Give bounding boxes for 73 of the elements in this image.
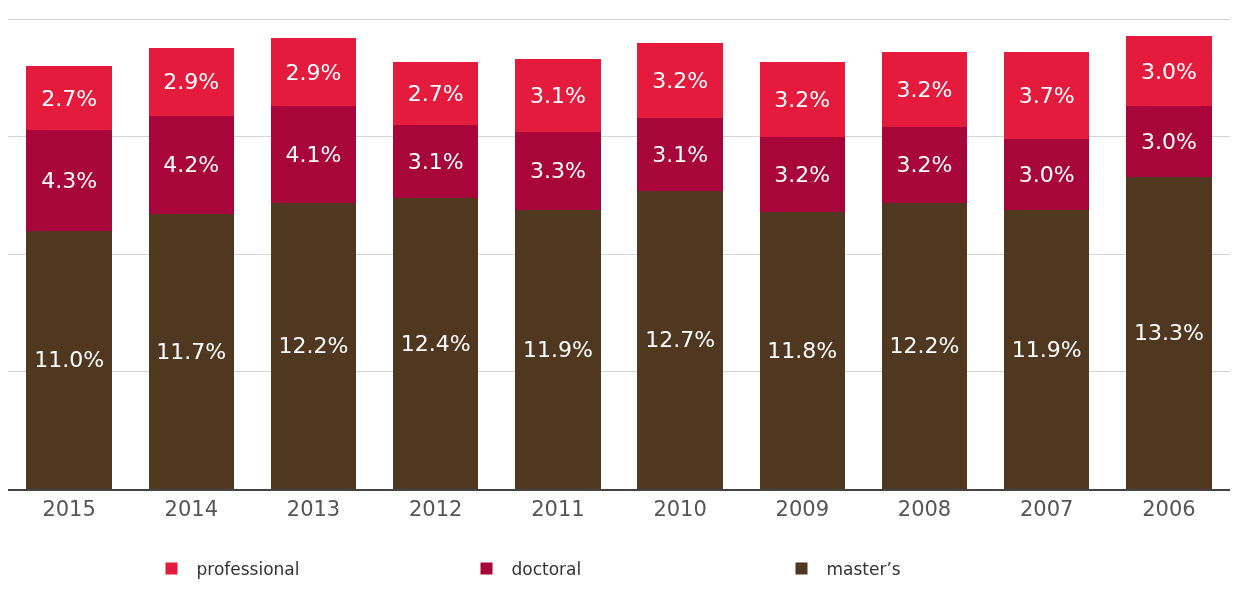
- x-tick-label: 2006: [1142, 496, 1196, 521]
- bar: [270, 202, 357, 489]
- bar: [392, 197, 479, 489]
- data-label: 3.0%: [1140, 129, 1197, 155]
- bar: [1003, 139, 1090, 210]
- data-label: 3.2%: [774, 161, 831, 187]
- bar: [392, 61, 479, 126]
- x-tick-label: 2008: [897, 496, 952, 521]
- bar: [1126, 35, 1212, 107]
- data-label: 3.2%: [896, 152, 953, 178]
- data-label: 3.1%: [652, 141, 709, 167]
- x-tick-label: 2007: [1019, 496, 1074, 521]
- legend-label: doctoral: [511, 559, 582, 580]
- data-label: 4.3%: [41, 167, 98, 193]
- bar: [515, 132, 601, 210]
- x-tick-label: 2011: [531, 496, 585, 521]
- data-label: 11.7%: [156, 339, 227, 365]
- bar: [148, 214, 235, 489]
- bar: [759, 136, 846, 212]
- data-label: 3.2%: [774, 86, 831, 112]
- bar: [1003, 52, 1090, 140]
- data-label: 3.7%: [1018, 83, 1075, 109]
- data-label: 11.8%: [767, 337, 838, 363]
- x-tick-label: 2009: [775, 496, 830, 521]
- data-label: 12.4%: [400, 330, 471, 356]
- data-label: 3.2%: [652, 67, 709, 93]
- x-tick-label: 2014: [164, 496, 219, 521]
- bar: [1003, 209, 1090, 489]
- data-label: 11.0%: [34, 347, 105, 373]
- data-label: 11.9%: [522, 336, 593, 362]
- data-label: 3.1%: [529, 83, 586, 109]
- bar: [881, 127, 968, 203]
- bar: [1126, 176, 1212, 489]
- legend-label: professional: [196, 559, 300, 580]
- x-tick-label: 2013: [286, 496, 341, 521]
- data-label: 13.3%: [1133, 320, 1204, 346]
- data-label: 3.1%: [407, 148, 464, 174]
- bar: [881, 52, 968, 128]
- bar: [1126, 106, 1212, 177]
- bar: [26, 66, 112, 130]
- x-tick-label: 2012: [408, 496, 463, 521]
- bar: [515, 59, 601, 133]
- bar: [148, 115, 235, 215]
- data-label: 12.7%: [645, 327, 716, 353]
- x-tick-label: 2015: [42, 496, 96, 521]
- bar: [26, 230, 112, 489]
- bar: [270, 106, 357, 203]
- bar: [26, 129, 112, 231]
- bar: [637, 118, 723, 191]
- bar: [637, 42, 723, 119]
- bar: [392, 125, 479, 198]
- data-label: 3.2%: [896, 77, 953, 103]
- bar: [270, 38, 357, 107]
- data-label: 12.2%: [278, 333, 349, 359]
- bar: [759, 61, 846, 137]
- data-label: 2.7%: [407, 80, 464, 106]
- data-label: 3.0%: [1018, 161, 1075, 187]
- data-label: 4.2%: [163, 152, 220, 178]
- bar: [515, 209, 601, 489]
- bar: [759, 211, 846, 489]
- data-label: 2.7%: [41, 85, 98, 111]
- legend-label: master’s: [826, 559, 901, 580]
- data-label: 11.9%: [1011, 336, 1082, 362]
- data-label: 4.1%: [285, 141, 342, 167]
- bar: [881, 202, 968, 489]
- bar: [148, 47, 235, 116]
- data-label: 3.3%: [529, 158, 586, 184]
- bar: [637, 190, 723, 489]
- data-label: 2.9%: [285, 59, 342, 85]
- data-label: 2.9%: [163, 69, 220, 95]
- data-label: 3.0%: [1140, 58, 1197, 84]
- data-label: 12.2%: [889, 333, 960, 359]
- x-tick-label: 2010: [653, 496, 707, 521]
